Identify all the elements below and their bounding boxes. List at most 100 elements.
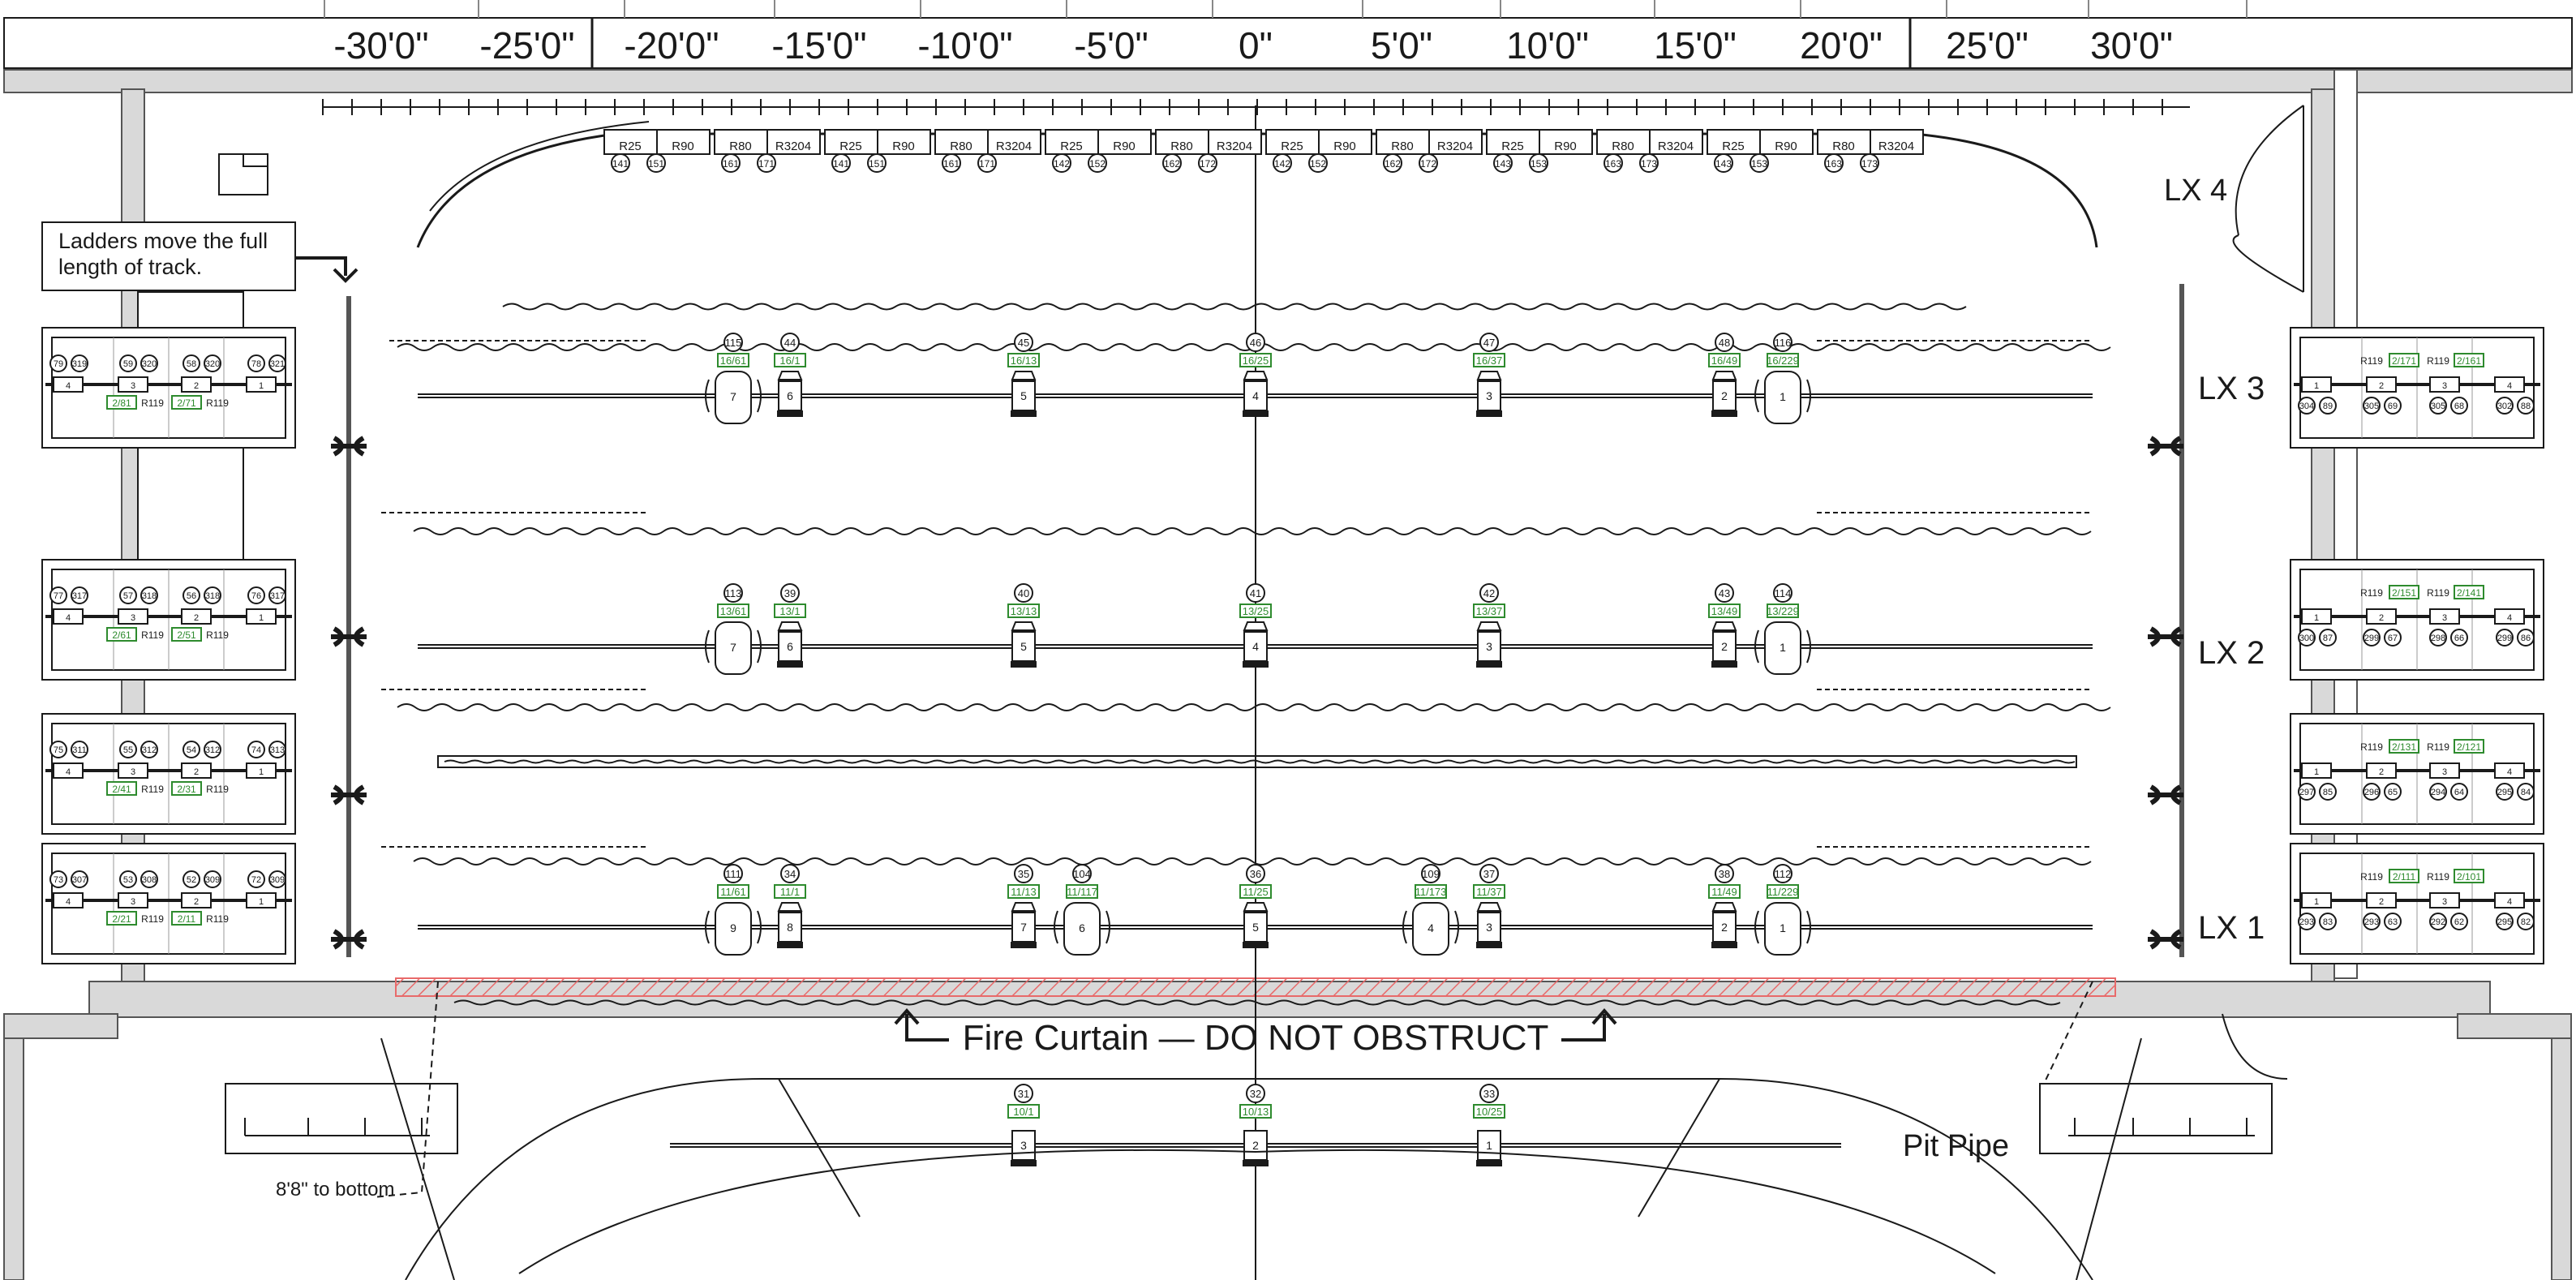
fixture: 113 13/61 7: [705, 583, 762, 675]
boom-gel: R119: [2360, 587, 2383, 599]
boom-fixture: [53, 608, 84, 625]
boom-dmx-address: 2/51: [177, 629, 196, 641]
boom-channel-circle: [140, 741, 158, 758]
boom-channel-circle: [2298, 629, 2316, 646]
boom-channel-circle: [49, 354, 67, 372]
fixture: 37 11/37 3: [1473, 864, 1505, 948]
channel-circle: [723, 583, 743, 603]
boom-fixture: [53, 376, 84, 393]
ruler-label: -30'0": [333, 24, 428, 67]
border-curtain: [502, 303, 1967, 311]
boom-channel-number: 317: [270, 591, 285, 601]
boom-unit-number: 1: [2314, 381, 2319, 391]
lx4-gel-bottom: R3204: [1878, 140, 1914, 153]
channel-number: 33: [1483, 1088, 1495, 1100]
boom-address-box: [106, 781, 137, 796]
address-box: [1708, 884, 1741, 899]
dmx-address: 16/37: [1476, 354, 1503, 367]
boom-channel-number: 299: [2364, 634, 2379, 643]
channel-circle: [780, 333, 800, 352]
boom-gel: R119: [2427, 355, 2449, 367]
lx4-channel-circle: [1714, 153, 1733, 173]
front-fixture: 31 10/1 3: [1007, 1084, 1040, 1166]
fixture-body: [778, 380, 802, 411]
fixture: 44 16/1 6: [774, 333, 806, 417]
channel-number: 114: [1775, 587, 1792, 599]
boom-channel-number: 54: [187, 745, 196, 755]
fixture-body: [1243, 912, 1268, 943]
electric-pipes: LX 311516/6174416/164516/1354616/2544716…: [418, 333, 2265, 956]
unit-number: 4: [1252, 389, 1259, 402]
boom-channel-number: 64: [2454, 788, 2464, 797]
lx4-gel-top: R25: [1060, 140, 1083, 153]
moving-light-yoke: [1806, 910, 1811, 944]
lx4-channel-number: 163: [1826, 158, 1842, 170]
fixture: 45 16/13 5: [1007, 333, 1040, 417]
lx4-channel-number: 152: [1089, 158, 1106, 170]
unit-number: 6: [787, 640, 793, 653]
lx4-gel-bottom: R90: [1333, 140, 1356, 153]
boom-channel-circle: [2319, 913, 2337, 930]
boom-left: 75 311 55 312 54 312 74 313 4 3 2 1 2/41 2/31 R119 R119: [41, 713, 296, 835]
boom-fixture: [118, 608, 148, 625]
fixture-body: [1477, 380, 1501, 411]
boom-channel-circle: [2384, 629, 2402, 646]
dmx-address: 16/61: [720, 354, 747, 367]
boom-unit-number: 3: [131, 613, 135, 623]
boom-fixture: [53, 762, 84, 779]
lx4-channel-circle: [1198, 153, 1217, 173]
lx4-gel-top: R80: [950, 140, 972, 153]
boom-unit-number: 4: [66, 613, 71, 623]
boom-channel-number: 83: [2323, 917, 2333, 927]
ruler-label: -25'0": [479, 24, 574, 67]
moving-light-body: [1764, 371, 1801, 424]
fixture: 35 11/13 7: [1007, 864, 1040, 948]
boom-unit-number: 4: [2507, 767, 2512, 777]
boom-address-box: [2454, 353, 2484, 367]
electric-lx2: LX 211313/6173913/164013/1354113/2544213…: [418, 583, 2265, 675]
boom-address-box: [171, 911, 202, 926]
boom-gel: R119: [2427, 741, 2449, 753]
channel-number: 115: [725, 337, 742, 349]
ruler-label: 5'0": [1371, 24, 1432, 67]
moving-light-yoke: [1754, 629, 1759, 664]
ruler-label: -15'0": [771, 24, 866, 67]
boom-channel-circle: [2517, 397, 2535, 414]
boom-channel-circle: [2319, 397, 2337, 414]
ruler-label: 10'0": [1506, 24, 1589, 67]
fixture-body: [1712, 631, 1737, 662]
lx4-channel-circle: [1088, 153, 1107, 173]
address-box: [1473, 603, 1505, 618]
boom-fixture: [2494, 608, 2525, 625]
boom-channel-number: 313: [270, 745, 285, 755]
fixture: 43 13/49 2: [1708, 583, 1741, 668]
boom-channel-number: 312: [142, 745, 157, 755]
lx4-channel-number: 162: [1164, 158, 1180, 170]
boom-channel-circle: [71, 354, 88, 372]
boom-channel-circle: [204, 870, 221, 888]
ladder-left: [331, 626, 367, 647]
lx4-channel-circle: [1860, 153, 1879, 173]
boom-channel-circle: [2450, 397, 2468, 414]
boom-channel-number: 76: [251, 591, 261, 601]
unit-number: 1: [1780, 641, 1786, 654]
boom-unit-number: 4: [66, 767, 71, 777]
boom-channel-number: 58: [187, 359, 196, 369]
channel-circle: [723, 333, 743, 352]
ladder-left: [331, 929, 367, 950]
boom-channel-circle: [140, 354, 158, 372]
address-box: [1239, 884, 1272, 899]
ruler-label: 20'0": [1800, 24, 1883, 67]
boom-channel-circle: [182, 586, 200, 604]
lx4-gel-top: R25: [619, 140, 642, 153]
boom-channel-number: 78: [251, 359, 261, 369]
fixture-base: [1011, 410, 1037, 417]
boom-channel-number: 305: [2364, 402, 2379, 411]
lx4-channel-circle: [721, 153, 741, 173]
channel-circle: [723, 864, 743, 883]
unit-number: 5: [1020, 640, 1027, 653]
ladder-tracks: [346, 284, 2184, 957]
channel-number: 40: [1018, 587, 1029, 599]
dmx-address: 10/25: [1476, 1106, 1503, 1118]
